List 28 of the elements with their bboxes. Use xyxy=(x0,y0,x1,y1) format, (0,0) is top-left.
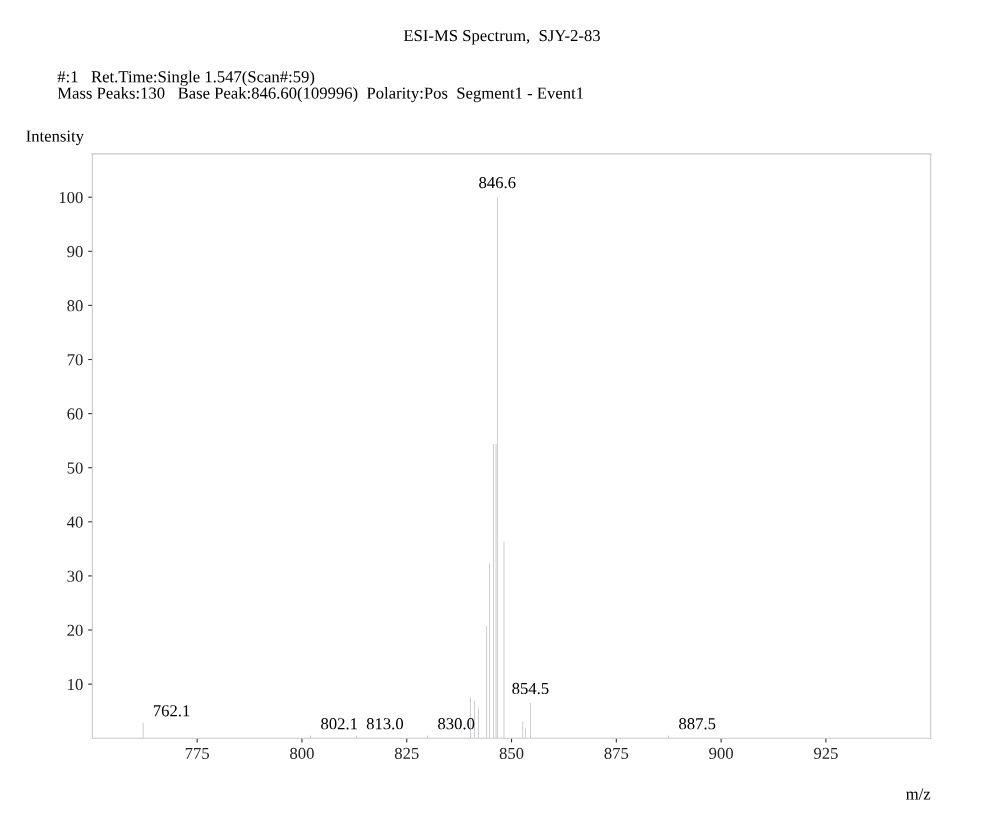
y-tick-label: 80 xyxy=(67,300,83,312)
annotation: 802.1 xyxy=(321,718,357,730)
x-tick-label: 775 xyxy=(185,747,210,759)
x-axis-title: m/z xyxy=(906,788,931,800)
x-tick-label: 850 xyxy=(499,747,524,759)
annotation: 762.1 xyxy=(153,705,190,717)
y-tick-label: 70 xyxy=(67,354,83,366)
x-tick-label: 825 xyxy=(394,747,419,759)
y-tick-label: 10 xyxy=(68,678,83,691)
x-tick-label: 875 xyxy=(604,747,629,759)
annotation: 887.5 xyxy=(679,718,716,730)
y-tick-label: 90 xyxy=(67,245,83,258)
annotation: 830.0 xyxy=(438,718,475,730)
annotation: 813.0 xyxy=(366,718,404,730)
y-tick-label: 30 xyxy=(67,570,83,582)
y-tick-label: 20 xyxy=(67,624,83,636)
x-tick-label: 800 xyxy=(290,747,314,759)
chart-subtitle: #:1 Ret.Time:Single 1.547(Scan#:59) Mass Peaks:130 Base Peak:846.60(109996) Polarity:Pos Segment1 - Event1 xyxy=(57,70,584,103)
y-tick-label: 100 xyxy=(59,191,83,204)
y-tick-label: 60 xyxy=(67,408,83,420)
x-tick-label: 900 xyxy=(709,747,733,759)
y-axis-title: Intensity xyxy=(26,130,84,146)
y-tick-label: 50 xyxy=(67,462,83,474)
annotation: 854.5 xyxy=(512,682,549,695)
chart-title: ESI-MS Spectrum, SJY-2-83 xyxy=(403,29,600,45)
annotation: 846.6 xyxy=(479,177,516,189)
x-tick-label: 925 xyxy=(813,747,838,759)
y-tick-label: 40 xyxy=(67,516,83,528)
